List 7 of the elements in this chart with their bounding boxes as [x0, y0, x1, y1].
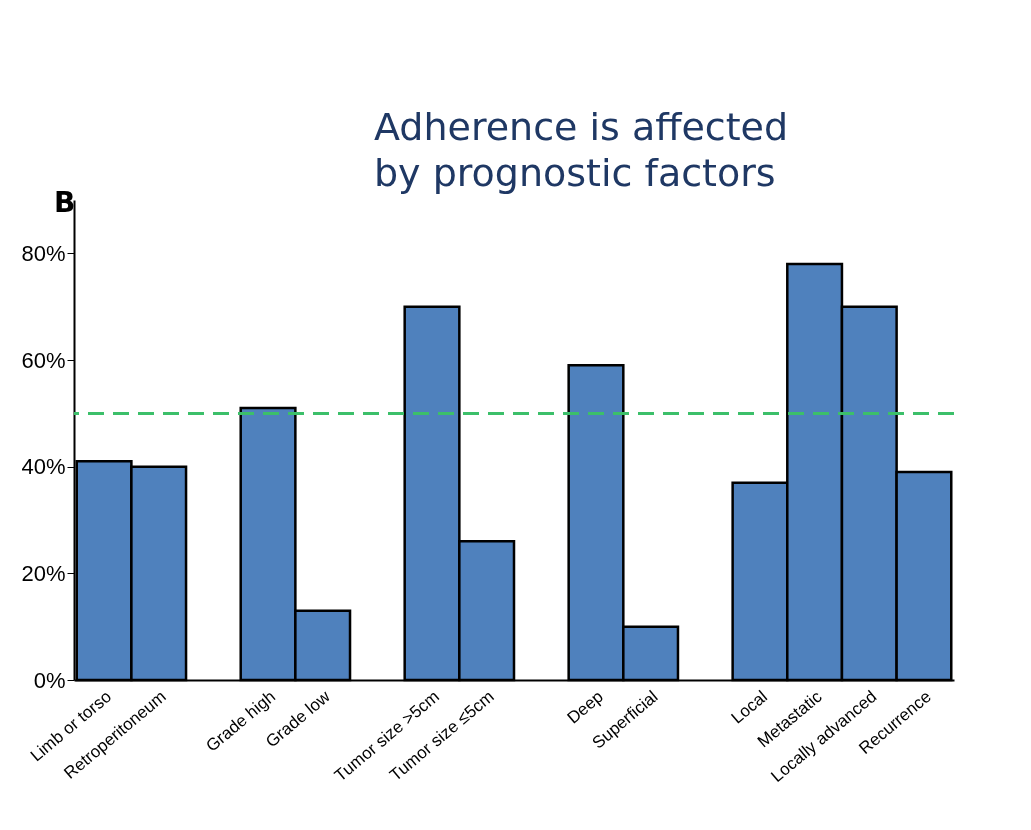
y-tick-label: 0% [33, 667, 66, 693]
y-tick-label: 20% [21, 560, 66, 586]
text: Adherence is affected by prognostic factors [374, 105, 789, 195]
y-tick-label: 80% [21, 240, 66, 266]
annotation: B [54, 186, 76, 219]
y-tick-label: 40% [21, 454, 66, 480]
y-tick-label: 60% [21, 347, 66, 373]
